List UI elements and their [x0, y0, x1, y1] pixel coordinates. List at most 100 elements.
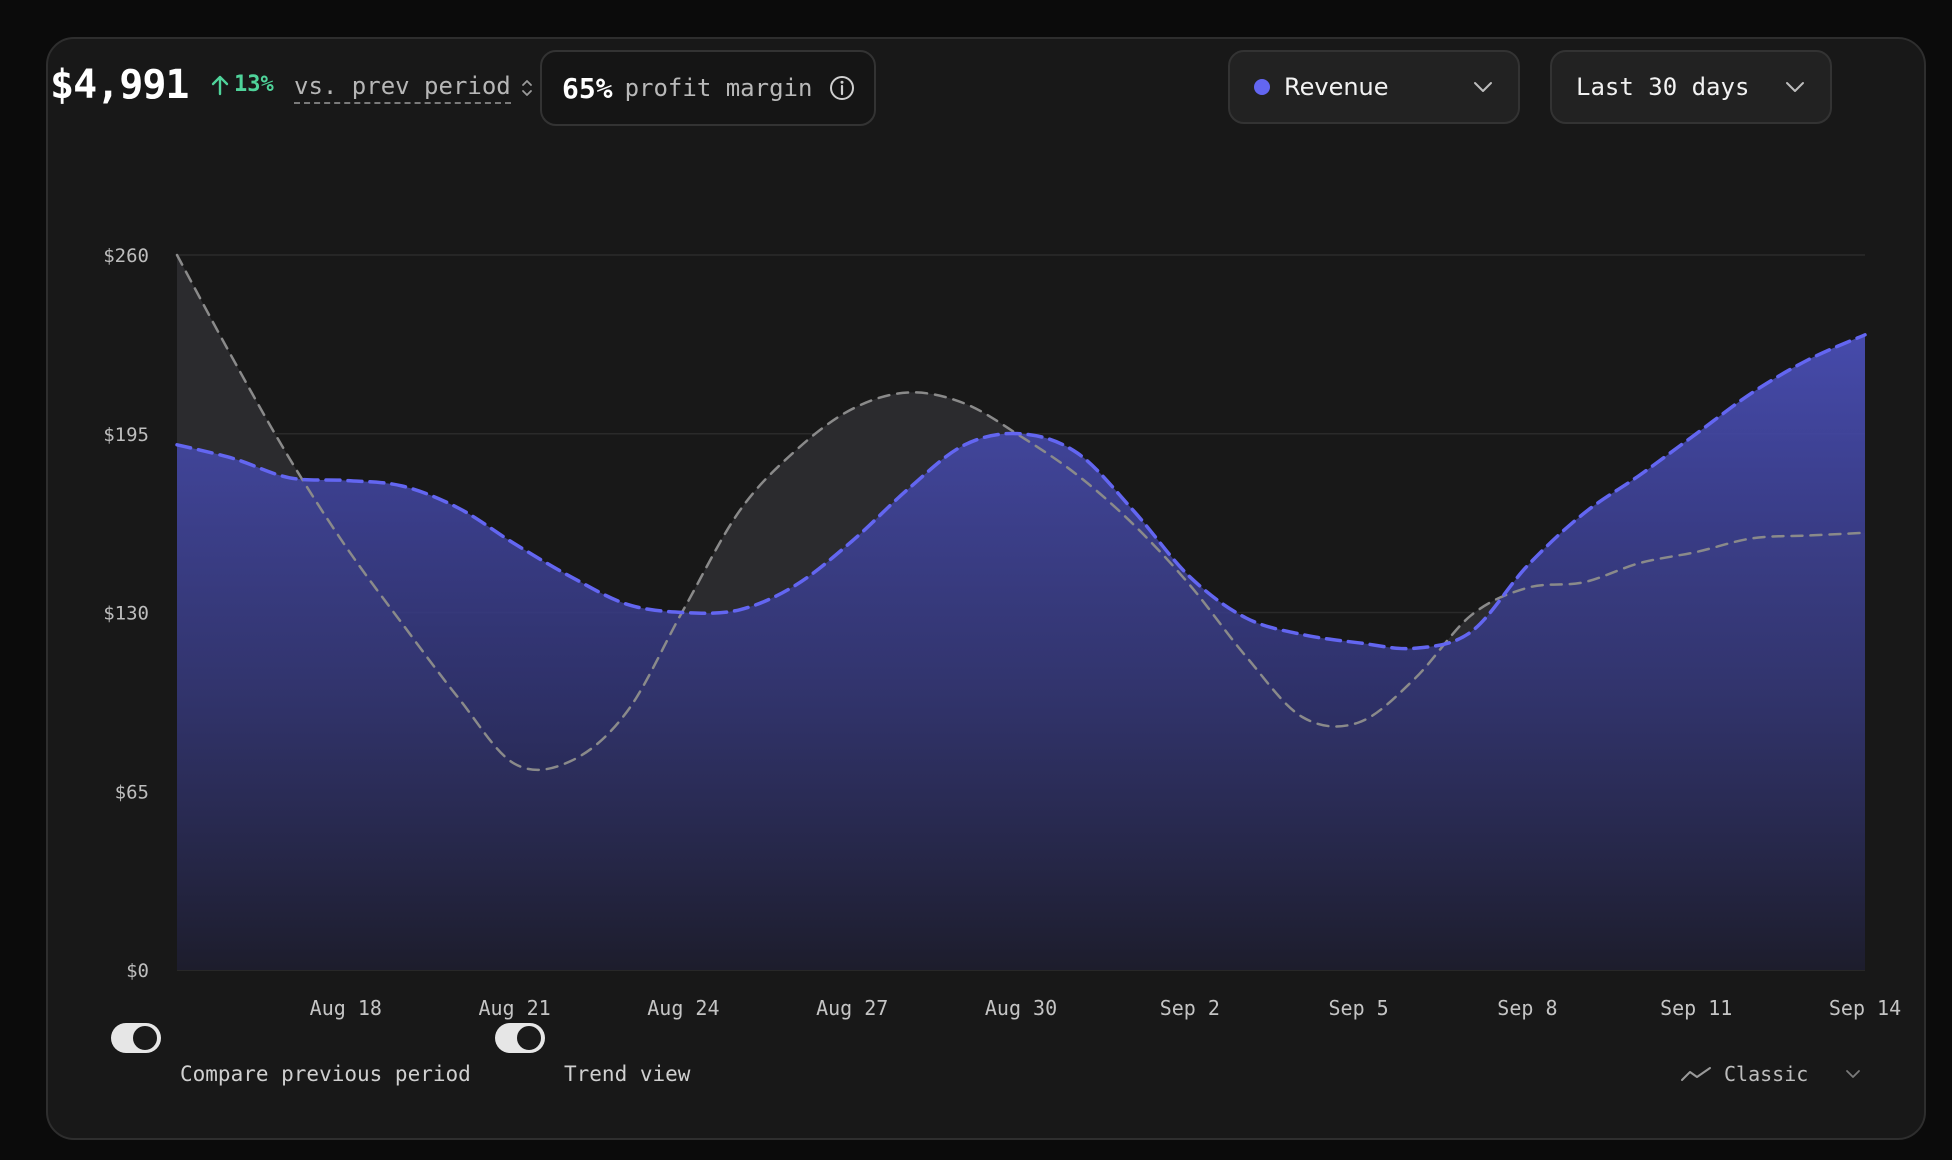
previous-period-point[interactable] — [905, 390, 911, 396]
previous-period-point[interactable] — [343, 544, 349, 550]
x-tick-label: Sep 8 — [1497, 996, 1557, 1020]
revenue-point[interactable] — [1299, 632, 1305, 638]
revenue-point[interactable] — [849, 538, 855, 544]
revenue-point[interactable] — [1806, 357, 1812, 363]
revenue-point[interactable] — [1581, 511, 1587, 517]
revenue-point[interactable] — [568, 574, 574, 580]
previous-period-line — [175, 253, 1867, 772]
updown-chevron-icon — [521, 80, 532, 96]
revenue-point[interactable] — [1074, 450, 1080, 456]
x-tick-label: Aug 30 — [985, 996, 1057, 1020]
chart-style-label: Classic — [1724, 1062, 1809, 1086]
revenue-point[interactable] — [230, 456, 236, 462]
previous-period-point[interactable] — [230, 357, 236, 363]
previous-period-point[interactable] — [455, 695, 461, 701]
info-icon[interactable] — [828, 74, 856, 102]
revenue-point[interactable] — [737, 607, 743, 613]
metric-select[interactable]: Revenue — [1228, 50, 1520, 124]
revenue-point[interactable] — [455, 505, 461, 511]
metric-color-dot — [1254, 79, 1270, 95]
revenue-point[interactable] — [1356, 640, 1362, 646]
toggle-knob — [133, 1026, 157, 1050]
revenue-point[interactable] — [1187, 574, 1193, 580]
previous-period-point[interactable] — [1074, 472, 1080, 478]
previous-period-point[interactable] — [624, 709, 630, 715]
previous-period-point[interactable] — [737, 508, 743, 514]
delta-badge: 13% — [210, 72, 274, 97]
previous-period-point[interactable] — [1412, 676, 1418, 682]
date-range-select[interactable]: Last 30 days — [1550, 50, 1832, 124]
previous-period-point[interactable] — [1356, 720, 1362, 726]
revenue-point[interactable] — [399, 483, 405, 489]
revenue-point[interactable] — [1524, 563, 1530, 569]
previous-period-point[interactable] — [1749, 535, 1755, 541]
arrow-up-icon — [211, 75, 229, 95]
previous-period-point[interactable] — [1299, 714, 1305, 720]
revenue-point[interactable] — [174, 442, 180, 448]
revenue-point[interactable] — [1749, 390, 1755, 396]
previous-period-point[interactable] — [1637, 560, 1643, 566]
compare-previous-toggle[interactable] — [111, 1023, 161, 1053]
previous-period-point[interactable] — [1131, 522, 1137, 528]
y-tick-label: $195 — [103, 424, 149, 446]
y-tick-label: $0 — [126, 960, 149, 982]
y-tick-label: $260 — [103, 245, 149, 267]
y-tick-label: $130 — [103, 603, 149, 625]
previous-period-point[interactable] — [399, 621, 405, 627]
metric-select-label: Revenue — [1284, 73, 1389, 101]
previous-period-point[interactable] — [962, 401, 968, 407]
revenue-point[interactable] — [343, 478, 349, 484]
line-chart-icon — [1681, 1067, 1711, 1081]
x-tick-label: Aug 24 — [647, 996, 719, 1020]
compare-period-label: vs. prev period — [294, 72, 511, 104]
revenue-area — [177, 334, 1865, 970]
previous-period-point[interactable] — [1243, 654, 1249, 660]
revenue-point[interactable] — [793, 582, 799, 588]
revenue-point[interactable] — [1412, 645, 1418, 651]
previous-period-point[interactable] — [287, 456, 293, 462]
compare-period-select[interactable]: vs. prev period — [294, 72, 533, 104]
revenue-point[interactable] — [1243, 615, 1249, 621]
chevron-down-icon — [1786, 82, 1804, 92]
revenue-point[interactable] — [624, 601, 630, 607]
previous-period-point[interactable] — [1524, 585, 1530, 591]
revenue-point[interactable] — [1862, 332, 1868, 338]
revenue-point[interactable] — [512, 541, 518, 547]
previous-period-point[interactable] — [793, 447, 799, 453]
revenue-point[interactable] — [1693, 431, 1699, 437]
revenue-point[interactable] — [1131, 508, 1137, 514]
x-tick-label: Aug 18 — [310, 996, 382, 1020]
toggle-knob — [517, 1026, 541, 1050]
y-tick-label: $65 — [115, 781, 149, 803]
previous-period-point[interactable] — [680, 607, 686, 613]
previous-period-point[interactable] — [568, 758, 574, 764]
previous-period-point[interactable] — [849, 406, 855, 412]
profit-margin-value: 65% — [562, 71, 613, 105]
previous-period-point[interactable] — [1581, 579, 1587, 585]
revenue-point[interactable] — [1468, 629, 1474, 635]
previous-period-point[interactable] — [1862, 530, 1868, 536]
revenue-point[interactable] — [287, 475, 293, 481]
previous-period-point[interactable] — [174, 252, 180, 258]
previous-period-point[interactable] — [512, 761, 518, 767]
profit-margin-label: profit margin — [624, 74, 813, 102]
chevron-down-icon — [1474, 82, 1492, 92]
chart-style-select[interactable]: Classic — [1680, 1062, 1862, 1086]
compare-previous-label: Compare previous period — [180, 1062, 471, 1086]
chevron-down-icon — [1846, 1070, 1861, 1078]
revenue-point[interactable] — [1637, 472, 1643, 478]
revenue-point[interactable] — [905, 486, 911, 492]
total-value: $4,991 — [50, 62, 189, 108]
previous-period-point[interactable] — [1806, 533, 1812, 539]
revenue-point[interactable] — [962, 442, 968, 448]
x-tick-label: Sep 2 — [1160, 996, 1220, 1020]
previous-period-point[interactable] — [1468, 612, 1474, 618]
previous-period-point[interactable] — [1018, 434, 1024, 440]
previous-period-point[interactable] — [1187, 582, 1193, 588]
trend-view-toggle[interactable] — [495, 1023, 545, 1053]
revenue-line — [175, 333, 1867, 651]
x-tick-label: Sep 11 — [1660, 996, 1732, 1020]
previous-period-point[interactable] — [1693, 549, 1699, 555]
delta-value: 13% — [234, 72, 274, 97]
